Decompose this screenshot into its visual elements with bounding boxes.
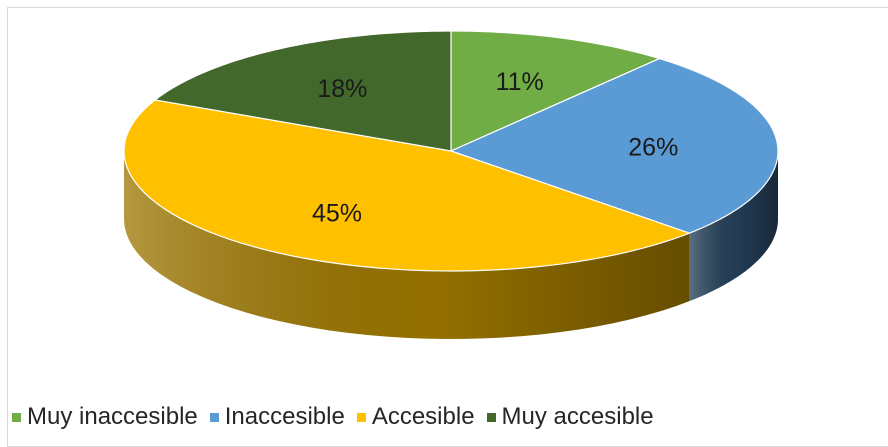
data-label-accesible: 45% [312,200,362,228]
legend-item-muy-accesible: Muy accesible [486,403,654,431]
pie-side-shade-accesible [124,151,690,339]
legend: Muy inaccesible Inaccesible Accesible Muy a… [12,402,888,432]
pie-side-shade-inaccesible [689,151,778,302]
legend-swatch [486,412,496,422]
legend-swatch [209,412,219,422]
legend-label: Muy inaccesible [27,403,198,430]
data-label-muy-inaccesible: 11% [496,68,544,96]
data-label-inaccesible: 26% [628,133,678,161]
legend-label: Muy accesible [501,403,654,430]
data-label-muy-accesible: 18% [317,75,367,103]
legend-label: Accesible [371,403,475,430]
pie-slice-muy-accesible [154,30,452,152]
pie-slice-muy-inaccesible [450,30,661,152]
legend-item-inaccesible: Inaccesible [209,403,345,431]
legend-swatch [356,412,366,422]
legend-swatch [12,412,21,422]
pie-slice-inaccesible [450,57,779,234]
legend-item-accesible: Accesible [356,403,475,431]
legend-label: Inaccesible [224,403,345,430]
pie-slice-accesible [123,99,690,272]
legend-item-muy-inaccesible: Muy inaccesible [12,403,198,431]
